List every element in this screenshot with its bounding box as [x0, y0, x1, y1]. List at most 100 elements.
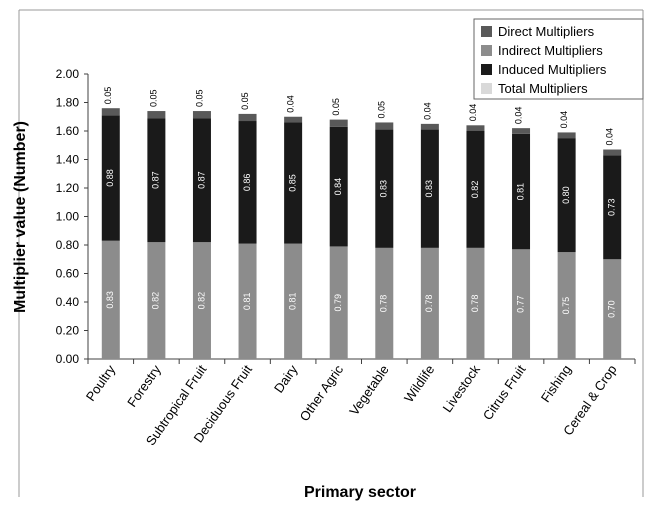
data-label: 0.83	[105, 291, 115, 309]
bar-segment	[466, 247, 485, 359]
bar-segment	[420, 123, 439, 130]
y-tick-label: 0.20	[56, 324, 80, 338]
data-label: 0.82	[470, 181, 480, 199]
y-tick-label: 1.60	[56, 124, 80, 138]
data-label: 0.05	[149, 90, 159, 108]
legend-swatch	[481, 45, 492, 56]
data-label: 0.70	[607, 300, 617, 318]
bar-segment	[101, 115, 120, 241]
bar-segment	[375, 122, 394, 130]
data-label: 0.04	[605, 128, 615, 146]
bar-segment	[512, 133, 531, 250]
data-label: 0.83	[424, 180, 434, 198]
data-label: 0.78	[424, 295, 434, 313]
y-tick-label: 0.60	[56, 267, 80, 281]
y-axis-title: Multiplier value (Number)	[12, 121, 29, 313]
data-label: 0.04	[286, 95, 296, 113]
data-label: 0.05	[377, 101, 387, 119]
bar-segment	[329, 246, 348, 359]
data-label: 0.83	[379, 180, 389, 198]
bar-segment	[192, 242, 211, 359]
legend-swatch	[481, 64, 492, 75]
legend-swatch	[481, 83, 492, 94]
data-label: 0.05	[194, 90, 204, 108]
data-label: 0.82	[151, 292, 161, 310]
legend-label: Induced Multipliers	[498, 62, 607, 77]
legend-swatch	[481, 26, 492, 37]
data-label: 0.04	[513, 107, 523, 125]
data-label: 0.73	[607, 198, 617, 216]
bar-segment	[147, 118, 166, 243]
legend-label: Direct Multipliers	[498, 24, 595, 39]
bar-segment	[420, 247, 439, 359]
data-label: 0.05	[240, 92, 250, 110]
x-axis-title: Primary sector	[304, 484, 416, 501]
bar-segment	[284, 243, 303, 359]
bar-segment	[101, 108, 120, 116]
data-label: 0.78	[379, 295, 389, 313]
y-tick-label: 1.00	[56, 210, 80, 224]
data-label: 0.04	[468, 104, 478, 122]
data-label: 0.88	[105, 169, 115, 187]
bar-segment	[557, 252, 576, 359]
bar-segment	[557, 138, 576, 253]
bar-segment	[329, 119, 348, 127]
bar-segment	[375, 247, 394, 359]
bar-segment	[603, 149, 622, 156]
bar-segment	[192, 118, 211, 243]
legend-label: Indirect Multipliers	[498, 43, 603, 58]
data-label: 0.85	[288, 174, 298, 192]
data-label: 0.05	[331, 98, 341, 116]
bar-segment	[101, 240, 120, 359]
bar-segment	[192, 111, 211, 119]
bar-segment	[284, 116, 303, 123]
bars: 0.83 0.88 0.05 0.82 0.87 0.05 0.82 0.87 0.05 0.81…	[101, 87, 622, 359]
data-label: 0.75	[561, 297, 571, 315]
bar-segment	[284, 122, 303, 244]
bar-segment	[375, 129, 394, 248]
data-label: 0.04	[559, 111, 569, 129]
y-tick-label: 1.80	[56, 96, 80, 110]
bar-segment	[466, 131, 485, 248]
data-label: 0.05	[103, 87, 113, 105]
bar-segment	[147, 242, 166, 359]
data-label: 0.87	[196, 171, 206, 189]
bar-segment	[512, 249, 531, 359]
data-label: 0.81	[515, 183, 525, 201]
bar-segment	[147, 111, 166, 119]
legend: Direct Multipliers Indirect Multipliers In…	[473, 18, 644, 100]
bar-segment	[238, 113, 257, 122]
x-axis	[87, 358, 636, 364]
legend-label: Total Multipliers	[498, 81, 588, 96]
bar-segment	[420, 129, 439, 248]
data-label: 0.86	[242, 174, 252, 192]
y-tick-label: 1.40	[56, 153, 80, 167]
y-tick-label: 1.20	[56, 181, 80, 195]
data-label: 0.87	[151, 171, 161, 189]
data-label: 0.79	[333, 294, 343, 312]
bar-segment	[512, 128, 531, 134]
data-label: 0.04	[422, 102, 432, 120]
bar-segment	[603, 155, 622, 260]
y-tick-label: 0.00	[56, 352, 80, 366]
bar-segment	[329, 126, 348, 247]
bar-segment	[466, 125, 485, 131]
data-label: 0.81	[288, 293, 298, 311]
data-label: 0.80	[561, 186, 571, 204]
bar-segment	[238, 121, 257, 244]
legend-box	[473, 18, 644, 100]
bar-segment	[238, 243, 257, 359]
data-label: 0.77	[515, 295, 525, 313]
y-tick-label: 2.00	[56, 67, 80, 81]
y-tick-label: 0.40	[56, 295, 80, 309]
data-label: 0.84	[333, 178, 343, 196]
bar-segment	[603, 259, 622, 359]
data-label: 0.82	[196, 292, 206, 310]
data-label: 0.81	[242, 293, 252, 311]
y-axis: 0.00 0.20 0.40 0.60 0.80 1.00 1.20 1.40 1.60 1.80…	[56, 67, 89, 366]
y-tick-label: 0.80	[56, 238, 80, 252]
data-label: 0.78	[470, 295, 480, 313]
bar-segment	[557, 132, 576, 139]
